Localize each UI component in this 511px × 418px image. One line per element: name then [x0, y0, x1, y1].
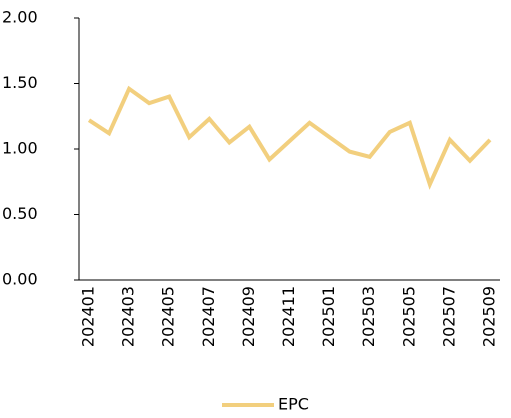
- x-tick-label: 202401: [79, 286, 98, 347]
- y-tick-label: 1.00: [2, 139, 38, 158]
- x-tick-label: 202405: [159, 286, 178, 347]
- x-tick-label: 202501: [319, 286, 338, 347]
- y-tick-label: 0.00: [2, 270, 38, 289]
- y-tick-label: 1.50: [2, 73, 38, 92]
- line: [87, 85, 492, 190]
- y-tick-label: 2.00: [2, 8, 38, 27]
- x-tick-label: 202509: [479, 286, 498, 347]
- legend-label: EPC: [278, 395, 309, 414]
- x-tick-label: 202407: [199, 286, 218, 347]
- y-tick-label: 0.50: [2, 204, 38, 223]
- x-tick-label: 202409: [239, 286, 258, 347]
- x-tick-label: 202505: [399, 286, 418, 347]
- x-tick-label: 202507: [439, 286, 458, 347]
- x-tick-label: 202503: [359, 286, 378, 347]
- x-tick-label: 202403: [119, 286, 138, 347]
- x-tick-label: 202411: [279, 286, 298, 347]
